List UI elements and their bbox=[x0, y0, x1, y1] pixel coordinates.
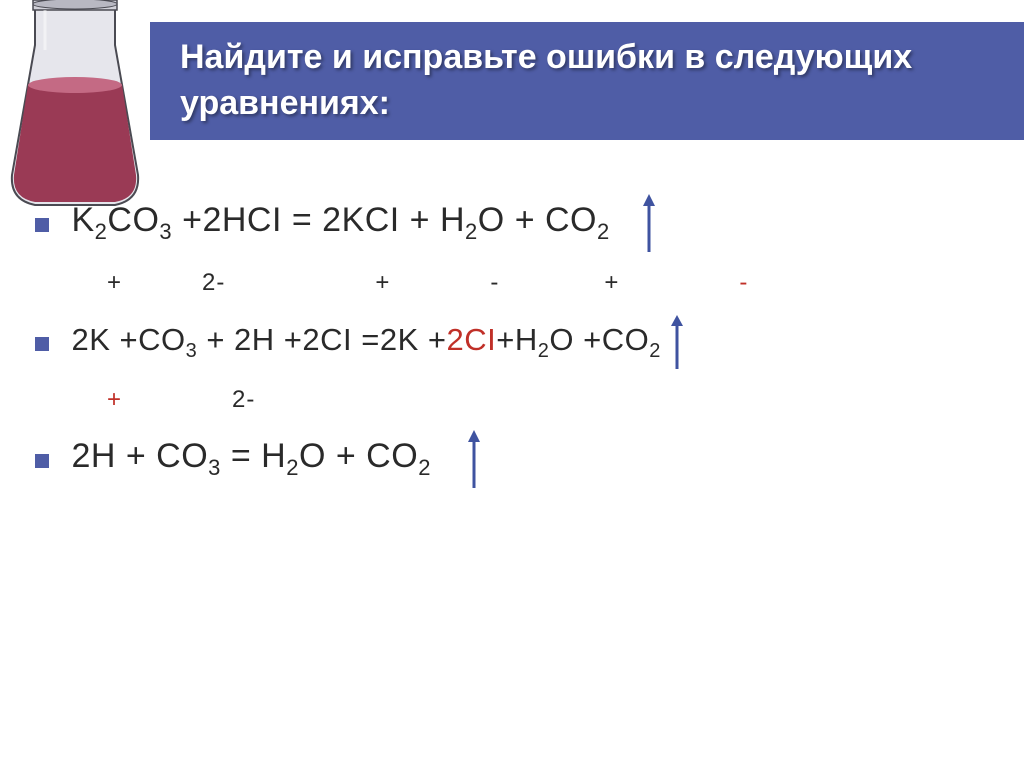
equation-1: K2CO3 +2HCI = 2KCI + H2O + CO2 bbox=[71, 201, 609, 239]
slide-title: Найдите и исправьте ошибки в следующих у… bbox=[180, 35, 994, 127]
bullet-icon bbox=[35, 337, 49, 351]
arrow-up-icon bbox=[465, 430, 483, 495]
charges-row-1: +2-+-+- bbox=[107, 269, 989, 297]
bullet-icon bbox=[35, 454, 49, 468]
arrow-up-icon bbox=[640, 194, 658, 259]
charges-row-2: +2- bbox=[107, 386, 989, 414]
equation-3: 2H + CO3 = H2O + CO2 bbox=[71, 437, 430, 475]
header-bar: Найдите и исправьте ошибки в следующих у… bbox=[150, 22, 1024, 140]
equation-2: 2K +CO3 + 2H +2CI =2K +2CI+H2O +CO2 bbox=[71, 322, 660, 357]
slide: Найдите и исправьте ошибки в следующих у… bbox=[0, 0, 1024, 767]
equation-2-line: 2K +CO3 + 2H +2CI =2K +2CI+H2O +CO2 bbox=[35, 315, 989, 376]
equation-1-line: K2CO3 +2HCI = 2KCI + H2O + CO2 bbox=[35, 194, 989, 259]
bullet-icon bbox=[35, 218, 49, 232]
equation-3-line: 2H + CO3 = H2O + CO2 bbox=[35, 430, 989, 495]
arrow-up-icon bbox=[669, 315, 685, 376]
content-area: K2CO3 +2HCI = 2KCI + H2O + CO2 +2-+-+- 2… bbox=[35, 180, 989, 505]
